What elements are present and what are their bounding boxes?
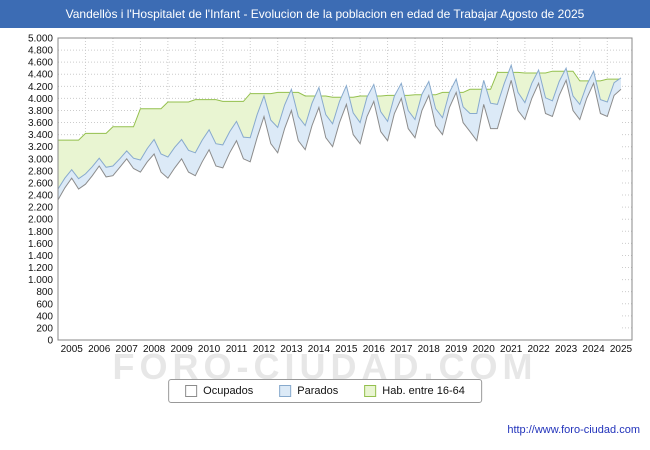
svg-text:2009: 2009: [170, 344, 193, 355]
legend-item-parados: Parados: [279, 385, 338, 397]
svg-text:2016: 2016: [363, 344, 386, 355]
ocupados-swatch-icon: [185, 385, 198, 397]
svg-text:2014: 2014: [308, 344, 331, 355]
legend-label-ocupados: Ocupados: [203, 385, 254, 397]
svg-text:1.200: 1.200: [28, 263, 53, 274]
svg-text:4.800: 4.800: [28, 46, 53, 57]
legend-item-ocupados: Ocupados: [185, 385, 253, 397]
page-title: Vandellòs i l'Hospitalet de l'Infant - E…: [65, 7, 585, 21]
svg-text:3.200: 3.200: [28, 142, 53, 153]
legend-item-hab-16-64: Hab. entre 16-64: [364, 385, 465, 397]
svg-text:2006: 2006: [88, 344, 111, 355]
svg-text:4.200: 4.200: [28, 82, 53, 93]
svg-text:2025: 2025: [610, 344, 633, 355]
svg-text:3.600: 3.600: [28, 118, 53, 129]
svg-text:2018: 2018: [418, 344, 441, 355]
svg-text:2.600: 2.600: [28, 178, 53, 189]
legend-label-parados: Parados: [297, 385, 339, 397]
hab-16-64-swatch-icon: [364, 385, 377, 397]
svg-text:2024: 2024: [582, 344, 605, 355]
svg-text:3.000: 3.000: [28, 154, 53, 165]
footer-url-link[interactable]: http://www.foro-ciudad.com: [507, 424, 640, 436]
svg-text:2011: 2011: [226, 344, 248, 355]
svg-text:2005: 2005: [61, 344, 84, 355]
svg-text:800: 800: [36, 287, 53, 298]
svg-text:400: 400: [36, 311, 53, 322]
svg-text:600: 600: [36, 299, 53, 310]
svg-text:2022: 2022: [527, 344, 550, 355]
svg-text:0: 0: [47, 336, 53, 347]
svg-text:2.800: 2.800: [28, 166, 53, 177]
svg-text:2.400: 2.400: [28, 191, 53, 202]
svg-text:2007: 2007: [116, 344, 139, 355]
legend: Ocupados Parados Hab. entre 16-64: [168, 379, 482, 403]
svg-text:2019: 2019: [445, 344, 468, 355]
svg-text:1.600: 1.600: [28, 239, 53, 250]
svg-text:2.000: 2.000: [28, 215, 53, 226]
svg-text:4.600: 4.600: [28, 58, 53, 69]
svg-text:2008: 2008: [143, 344, 166, 355]
title-bar: Vandellòs i l'Hospitalet de l'Infant - E…: [0, 0, 650, 28]
svg-text:4.000: 4.000: [28, 94, 53, 105]
svg-text:2021: 2021: [500, 344, 523, 355]
svg-text:1.400: 1.400: [28, 251, 53, 262]
parados-swatch-icon: [279, 385, 292, 397]
svg-text:3.800: 3.800: [28, 106, 53, 117]
svg-text:1.000: 1.000: [28, 275, 53, 286]
svg-text:2010: 2010: [198, 344, 221, 355]
svg-text:1.800: 1.800: [28, 227, 53, 238]
svg-text:5.000: 5.000: [28, 34, 53, 45]
svg-text:2020: 2020: [473, 344, 496, 355]
svg-text:3.400: 3.400: [28, 130, 53, 141]
svg-text:4.400: 4.400: [28, 70, 53, 81]
svg-text:2015: 2015: [335, 344, 358, 355]
svg-text:2017: 2017: [390, 344, 413, 355]
svg-text:2023: 2023: [555, 344, 578, 355]
legend-label-hab-16-64: Hab. entre 16-64: [382, 385, 465, 397]
svg-text:2013: 2013: [280, 344, 303, 355]
svg-text:200: 200: [36, 323, 53, 334]
svg-text:2012: 2012: [253, 344, 276, 355]
svg-text:2.200: 2.200: [28, 203, 53, 214]
population-area-chart: 02004006008001.0001.2001.4001.6001.8002.…: [0, 28, 650, 373]
